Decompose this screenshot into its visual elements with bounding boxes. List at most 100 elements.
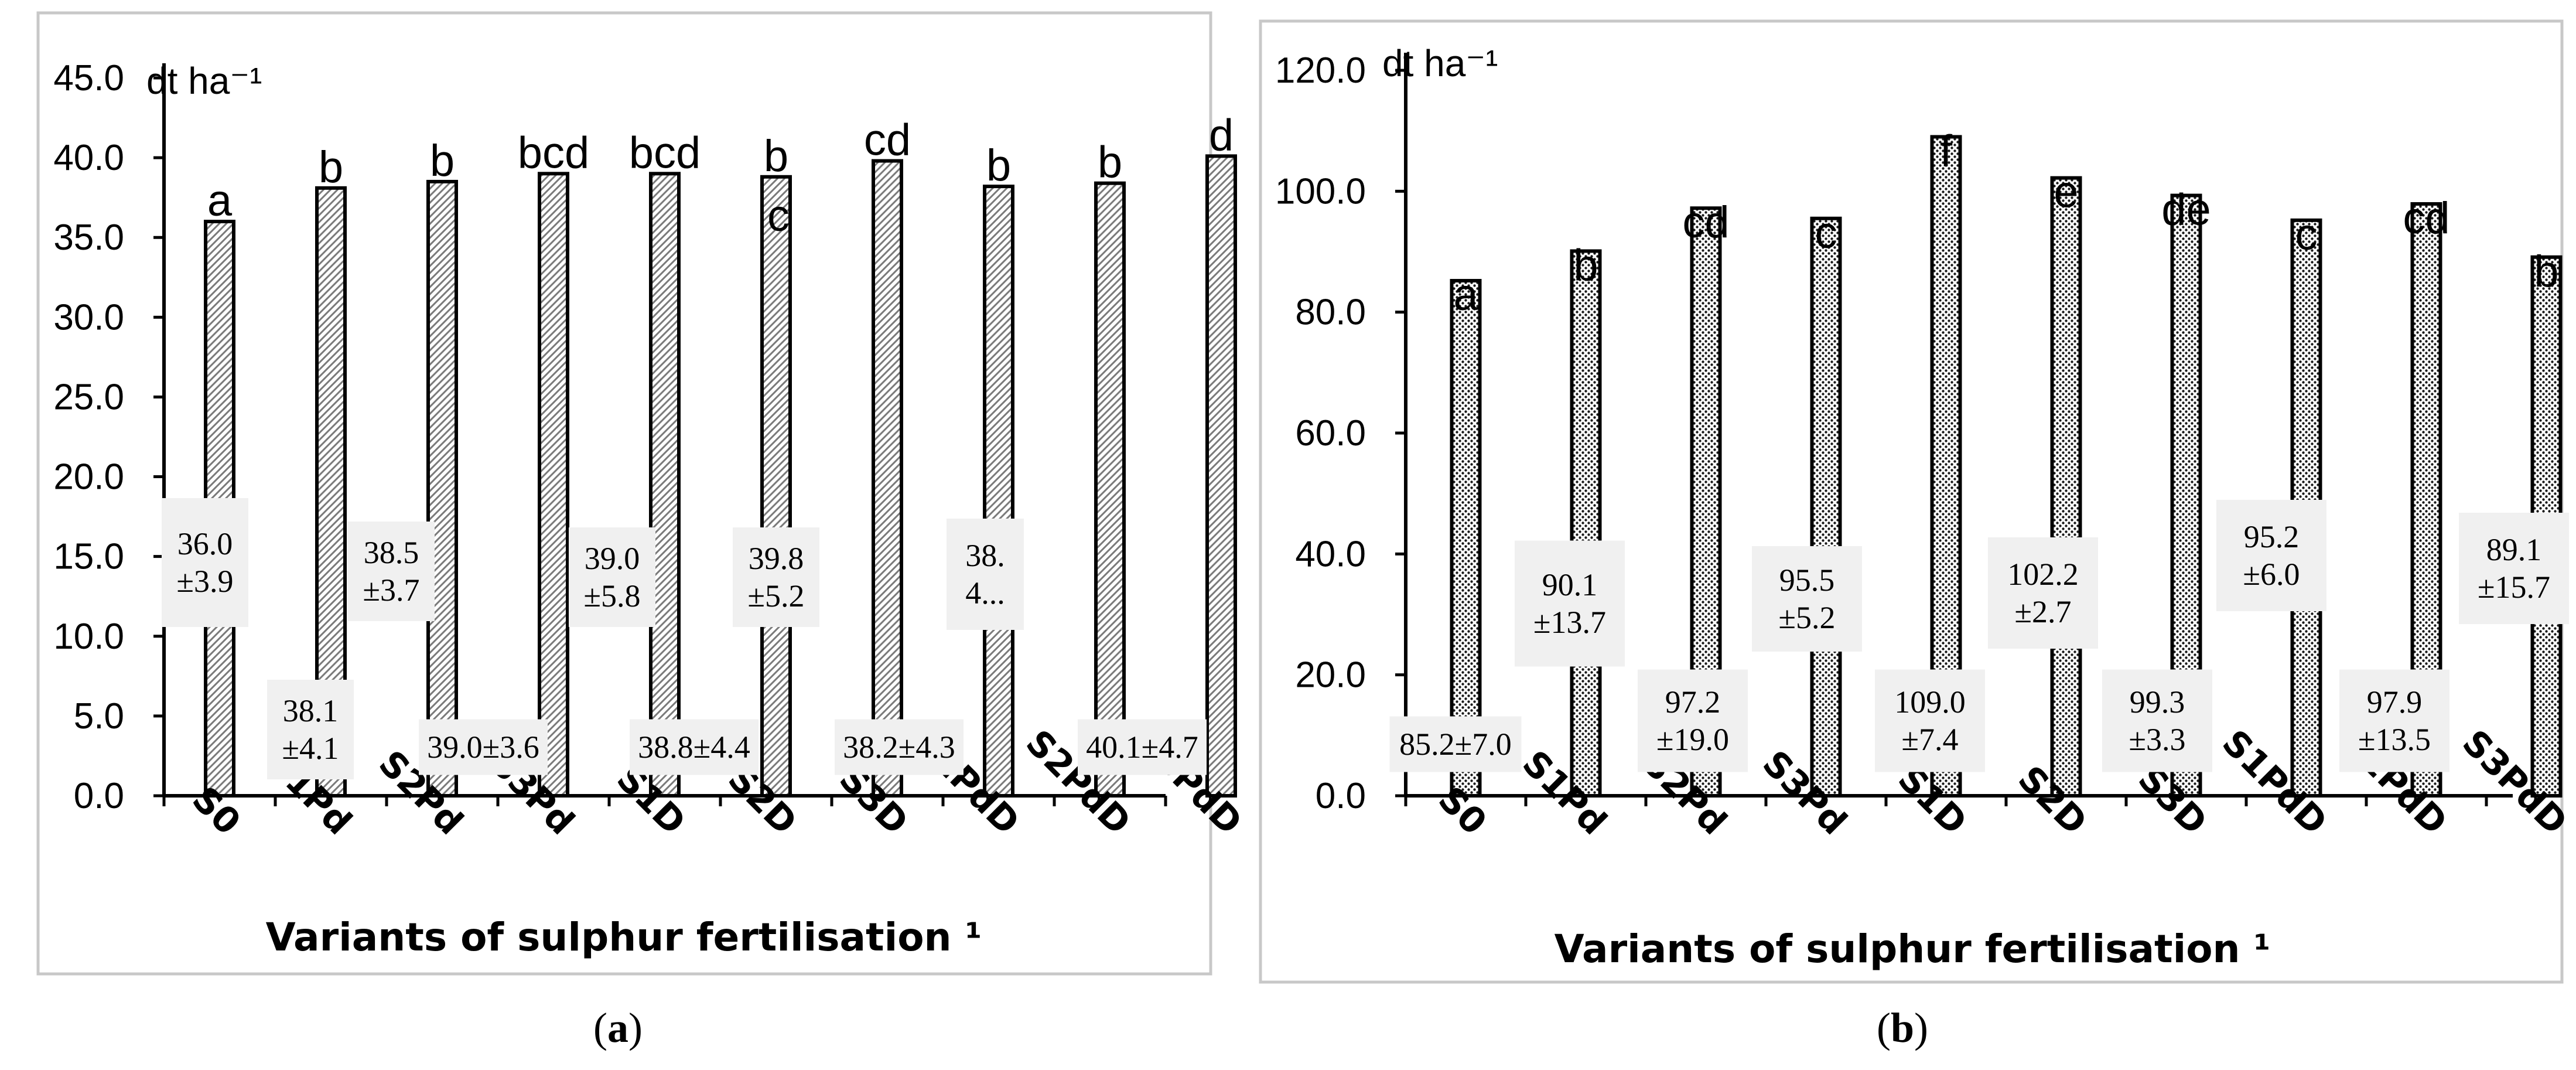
data-label-box xyxy=(1078,719,1207,775)
significance-letter: bcd xyxy=(518,128,590,178)
data-label: 4... xyxy=(965,575,1005,611)
data-label: 38. xyxy=(965,538,1005,573)
data-label-box xyxy=(162,498,248,627)
y-tick-label: 80.0 xyxy=(1295,292,1366,333)
data-label: 109.0 xyxy=(1894,684,1966,720)
significance-letter: b xyxy=(2534,247,2558,297)
data-label: ±2.7 xyxy=(2014,594,2071,629)
data-label: ±7.4 xyxy=(1901,722,1958,757)
panel-b-unit: dt ha⁻¹ xyxy=(1382,42,1498,84)
y-tick-label: 15.0 xyxy=(53,537,124,577)
data-label-box xyxy=(569,527,655,627)
significance-letter: a xyxy=(207,176,233,226)
significance-letter: d xyxy=(1209,110,1234,160)
significance-letter: bcd xyxy=(629,128,701,178)
data-label: 40.1±4.7 xyxy=(1086,730,1198,765)
data-label: ±5.2 xyxy=(747,578,804,614)
data-label-box xyxy=(2339,669,2449,772)
panel-b-xlabel: Variants of sulphur fertilisation ¹ xyxy=(1555,926,2271,972)
y-tick-label: 10.0 xyxy=(53,616,124,657)
y-tick-label: 20.0 xyxy=(1295,655,1366,696)
significance-letter: f xyxy=(1940,126,1953,176)
bar-s1pd xyxy=(1570,249,1602,798)
significance-letter: b xyxy=(430,136,455,186)
data-label: 97.9 xyxy=(2367,684,2423,720)
data-label: 102.2 xyxy=(2007,557,2079,592)
bar-s2d xyxy=(2050,176,2082,798)
data-label: 89.1 xyxy=(2486,532,2542,567)
bar-s2d xyxy=(760,175,792,798)
data-label-box xyxy=(630,719,759,775)
y-tick-label: 0.0 xyxy=(1316,776,1366,816)
significance-letter: c xyxy=(2295,210,2318,260)
data-label: 85.2±7.0 xyxy=(1399,727,1512,762)
data-label: ±6.0 xyxy=(2243,557,2300,592)
data-label: 36.0 xyxy=(177,526,233,561)
significance-letter: e xyxy=(2054,168,2078,217)
bar-s3pd xyxy=(538,172,569,798)
bar-s1d xyxy=(649,172,681,798)
data-label-box xyxy=(1515,540,1625,667)
bar-s1pdd xyxy=(983,185,1014,798)
significance-letter-extra: c xyxy=(767,191,790,241)
data-label-box xyxy=(2102,669,2212,772)
data-label: ±4.1 xyxy=(282,731,339,766)
data-label-box xyxy=(267,680,354,779)
significance-letter: b xyxy=(986,141,1011,190)
y-tick-label: 45.0 xyxy=(53,58,124,98)
y-tick-label: 40.0 xyxy=(1295,534,1366,574)
data-label: 90.1 xyxy=(1542,567,1598,602)
panel-a-caption: (a) xyxy=(593,1004,643,1051)
data-label-box xyxy=(2216,500,2326,611)
data-label: ±5.2 xyxy=(1778,600,1835,635)
panel-b-caption-letter: b xyxy=(1891,1004,1914,1051)
panel-b: 0.020.040.060.080.0100.0120.0S0a85.2±7.0… xyxy=(1259,19,2575,1051)
significance-letter: b xyxy=(764,131,788,181)
data-label-box xyxy=(947,519,1024,630)
significance-letter: b xyxy=(1098,138,1122,188)
data-label-box xyxy=(1389,716,1522,772)
y-tick-label: 0.0 xyxy=(74,776,124,816)
data-label: ±3.7 xyxy=(363,573,419,608)
data-label-box xyxy=(1752,546,1862,652)
panel-a-unit: dt ha⁻¹ xyxy=(146,60,262,102)
bar-s3d xyxy=(872,159,903,798)
bar-s2pd xyxy=(426,179,458,798)
data-label: 38.5 xyxy=(364,535,419,570)
y-tick-label: 60.0 xyxy=(1295,413,1366,454)
data-label: 39.0±3.6 xyxy=(427,730,539,765)
data-label: 97.2 xyxy=(1665,684,1721,720)
y-tick-label: 30.0 xyxy=(53,297,124,338)
bar-s3pd xyxy=(1810,216,1842,798)
data-label-box xyxy=(835,719,964,775)
y-tick-label: 100.0 xyxy=(1275,171,1366,212)
data-label-box xyxy=(1638,669,1748,772)
significance-letter: cd xyxy=(1682,197,1729,247)
panel-b-caption: (b) xyxy=(1877,1004,1928,1051)
data-label: ±3.3 xyxy=(2129,722,2185,757)
data-label-box xyxy=(348,522,435,621)
panel-a: 0.05.010.015.020.025.030.035.040.045.0S0… xyxy=(36,11,1279,1051)
data-label: 38.1 xyxy=(283,693,339,728)
data-label: ±13.7 xyxy=(1533,605,1606,640)
data-label-box xyxy=(2459,513,2569,624)
data-label: ±13.5 xyxy=(2358,722,2431,757)
data-label-box xyxy=(419,719,548,775)
data-label: 95.2 xyxy=(2244,519,2300,554)
significance-letter: de xyxy=(2161,185,2211,235)
panel-a-xlabel: Variants of sulphur fertilisation ¹ xyxy=(266,915,982,960)
data-label: ±15.7 xyxy=(2478,570,2550,605)
data-label: 38.2±4.3 xyxy=(843,730,955,765)
data-label-box xyxy=(1988,537,2098,649)
data-label: 38.8±4.4 xyxy=(638,730,750,765)
significance-letter: a xyxy=(1453,270,1478,320)
plot-a: 0.05.010.015.020.025.030.035.040.045.0S0… xyxy=(53,58,1279,843)
data-label-box xyxy=(733,527,819,627)
bar-s3pdd xyxy=(1205,154,1237,798)
significance-letter: b xyxy=(1573,240,1598,290)
y-tick-label: 5.0 xyxy=(74,696,124,737)
significance-letter: c xyxy=(1815,208,1837,258)
panel-a-caption-letter: a xyxy=(607,1004,628,1051)
data-label: ±3.9 xyxy=(176,564,233,599)
